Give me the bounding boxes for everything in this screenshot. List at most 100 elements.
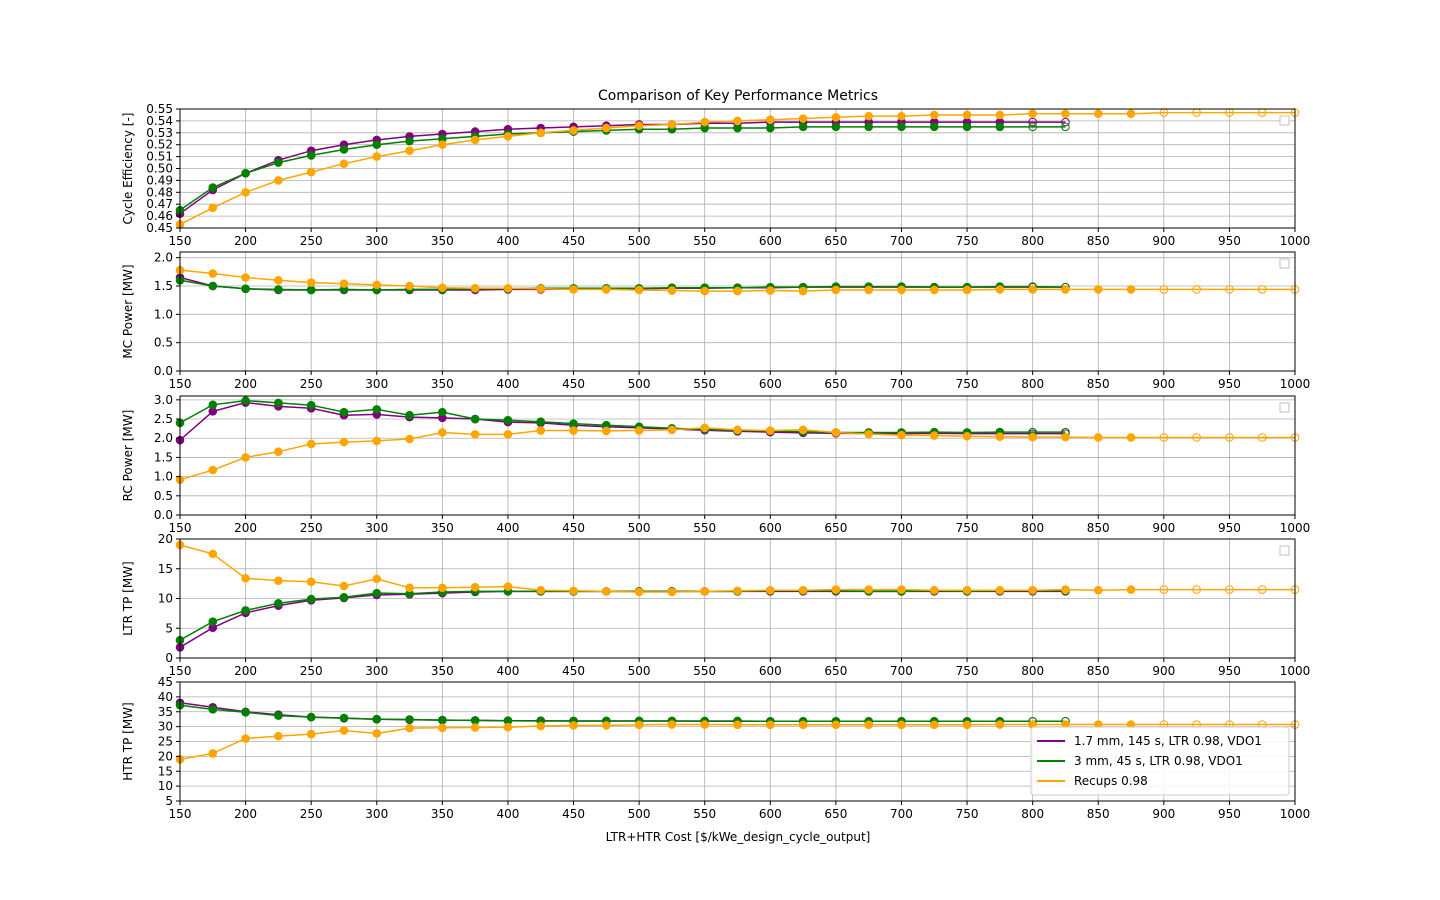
legend-box [1030,726,1290,796]
x-tick-label: 800 [1021,234,1044,248]
orange-series-point [929,110,939,120]
x-tick-label: 550 [693,377,716,391]
x-tick-label: 200 [234,234,257,248]
orange-series-point [470,723,480,732]
orange-series-point [405,281,414,291]
orange-series-point [372,436,382,446]
y-tick-label: 35 [158,705,173,719]
green-series-point [1028,122,1037,132]
y-tick-label: 0.5 [154,489,173,503]
green-series-point [438,407,447,417]
x-tick-label: 950 [1218,521,1241,535]
purple-series-point [1028,117,1037,127]
green-series-point [274,285,283,294]
orange-series-point [405,434,414,444]
orange-series-point [470,430,480,439]
orange-series-point [1159,433,1169,442]
x-tick-label: 1000 [1280,377,1311,391]
orange-series-point [995,432,1005,441]
orange-series-point [274,276,283,285]
orange-series-point [995,585,1005,595]
orange-series-point [897,585,906,594]
orange-series-point [1225,285,1234,294]
orange-series-point [1159,108,1169,117]
orange-series-point [1192,108,1201,117]
green-series-point [831,122,841,132]
x-tick-label: 900 [1152,664,1175,678]
orange-series-point [536,426,546,435]
orange-series-point [1225,433,1234,442]
x-tick-label: 250 [300,377,323,391]
orange-series-point [470,582,480,592]
x-tick-label: 350 [431,664,454,678]
orange-series-point [1257,433,1267,442]
orange-series-point [405,583,414,593]
orange-series-point [438,583,447,593]
orange-series-point [208,465,218,475]
orange-series-point [1225,108,1234,117]
green-series-point [274,598,283,608]
x-tick-label: 850 [1087,234,1110,248]
x-tick-label: 650 [824,664,847,678]
x-tick-label: 450 [562,807,585,821]
x-tick-label: 950 [1218,807,1241,821]
x-tick-label: 200 [234,807,257,821]
orange-series-point [995,285,1005,294]
x-tick-label: 300 [365,521,388,535]
x-tick-label: 350 [431,807,454,821]
orange-series-point [897,285,906,295]
y-tick-label: 10 [158,779,173,793]
green-series-point [733,123,742,133]
x-tick-label: 600 [759,521,782,535]
orange-series-point [569,285,578,294]
orange-series-point [1028,109,1037,119]
orange-series-point [274,731,283,741]
y-tick-label: 3.0 [154,393,173,407]
y-axis-label: MC Power [MW] [121,264,135,358]
green-series-point [208,617,218,627]
green-series-point [438,715,447,725]
green-series-point [274,711,283,720]
x-tick-label: 700 [890,521,913,535]
orange-series-point [1192,285,1201,294]
orange-series-point [864,720,873,730]
x-tick-label: 850 [1087,664,1110,678]
orange-series-point [274,447,283,456]
x-tick-label: 800 [1021,807,1044,821]
legend: 1.7 mm, 145 s, LTR 0.98, VDO1 3 mm, 45 s,… [1030,726,1290,796]
y-tick-label: 0.47 [146,197,173,211]
green-series-legend-label: 3 mm, 45 s, LTR 0.98, VDO1 [1074,754,1243,768]
y-tick-label: 0.51 [146,150,173,164]
orange-series-point [1257,585,1267,594]
x-tick-label: 850 [1087,377,1110,391]
y-tick-label: 0.53 [146,126,173,140]
orange-series-point [1061,585,1070,594]
orange-series-point [306,577,316,587]
x-tick-label: 1000 [1280,664,1311,678]
orange-series-point [733,720,742,730]
orange-series-point [962,720,972,730]
y-tick-label: 0.0 [154,364,173,378]
x-tick-label: 850 [1087,521,1110,535]
x-tick-label: 1000 [1280,807,1311,821]
orange-series-point [602,426,611,436]
orange-series-point [634,587,644,597]
orange-series-point [306,439,316,449]
orange-series-point [929,720,939,730]
y-axis-label: RC Power [MW] [121,410,135,502]
orange-series-point [274,576,283,585]
y-tick-label: 2.0 [154,251,173,265]
orange-series-point [306,167,316,177]
orange-series-point [1225,585,1234,594]
y-tick-label: 5 [165,621,173,635]
orange-series-point [634,426,644,435]
panel-2: 150 200 250 300 350 400 450 500 550 600 650 700 750 8… [121,251,1310,391]
green-series-point [306,285,316,295]
panel-3: 150 200 250 300 350 400 450 500 550 600 650 700 750 8… [121,393,1310,535]
green-series-point [339,713,349,723]
x-tick-label: 800 [1021,521,1044,535]
green-series-point [929,122,939,132]
green-series-point [798,122,808,132]
orange-series-point [962,432,972,441]
x-tick-label: 750 [956,234,979,248]
